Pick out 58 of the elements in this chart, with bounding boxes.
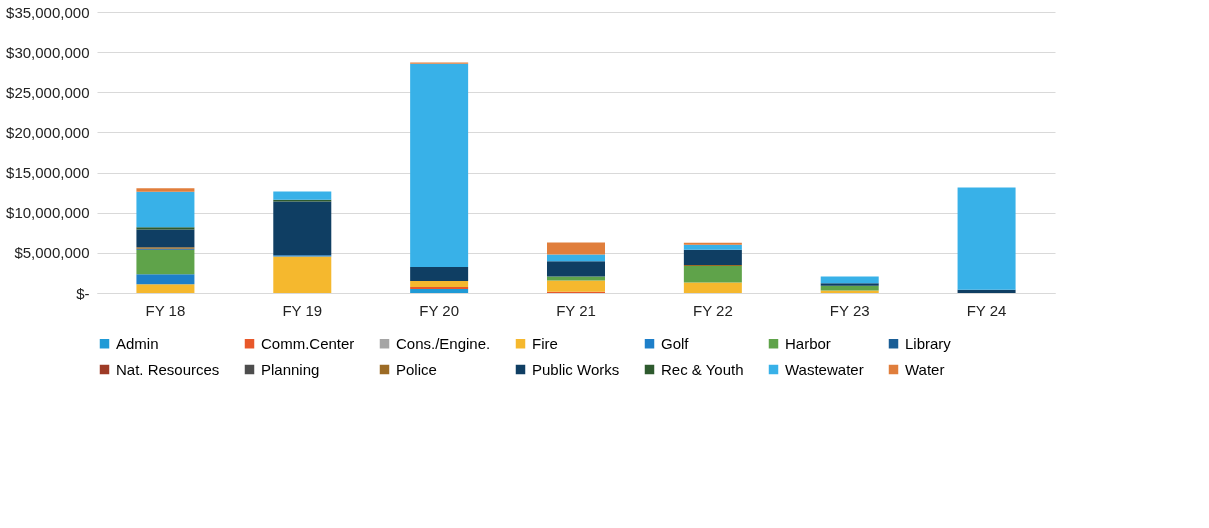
bar <box>273 191 332 200</box>
bar <box>957 187 1016 290</box>
legend-label: Planning <box>261 360 320 378</box>
legend-label: Admin <box>116 334 159 352</box>
bar <box>410 286 469 289</box>
bar <box>547 276 605 281</box>
bar <box>547 261 605 277</box>
bar <box>683 266 742 283</box>
bar <box>136 249 195 275</box>
bar <box>547 254 605 262</box>
legend-label: Harbor <box>785 334 831 352</box>
bar <box>547 280 605 292</box>
bar <box>410 288 469 293</box>
legend-label: Nat. Resources <box>116 360 220 378</box>
y-tick-label: $10,000,000 <box>6 204 90 222</box>
bar <box>136 227 195 230</box>
bar <box>136 284 195 293</box>
bar <box>957 289 1016 293</box>
legend-label: Comm.Center <box>261 334 355 352</box>
bar <box>136 191 195 228</box>
bar <box>410 280 469 287</box>
bar <box>136 274 195 285</box>
x-tick-label: FY 22 <box>692 301 733 319</box>
legend-label: Public Works <box>532 360 620 378</box>
x-tick-label: FY 23 <box>829 301 870 319</box>
bar <box>683 244 742 250</box>
legend-label: Rec & Youth <box>661 360 744 378</box>
bar <box>410 266 469 281</box>
bar <box>820 283 879 286</box>
bar <box>273 256 332 293</box>
bar <box>136 229 195 248</box>
x-tick-label: FY 20 <box>419 301 460 319</box>
legend-label: Police <box>396 360 437 378</box>
x-tick-label: FY 19 <box>282 301 323 319</box>
legend-label: Wastewater <box>785 360 864 378</box>
y-tick-label: $25,000,000 <box>6 83 90 101</box>
bar <box>683 242 742 245</box>
bar <box>410 63 469 267</box>
bar <box>547 242 605 255</box>
x-tick-label: FY 21 <box>556 301 596 319</box>
legend-label: Water <box>905 360 945 378</box>
x-tick-label: FY 18 <box>145 301 186 319</box>
bar <box>683 282 742 293</box>
legend-label: Fire <box>532 334 558 352</box>
y-tick-label: $5,000,000 <box>14 244 90 262</box>
bar <box>683 249 742 265</box>
y-tick-label: $35,000,000 <box>6 3 90 21</box>
y-tick-label: $15,000,000 <box>6 164 90 182</box>
legend-label: Cons./Engine. <box>396 334 491 352</box>
x-tick-label: FY 24 <box>966 301 1007 319</box>
bar <box>136 188 195 192</box>
bar <box>820 285 879 291</box>
legend-label: Golf <box>661 334 690 352</box>
y-tick-label: $30,000,000 <box>6 43 90 61</box>
y-tick-label: $- <box>76 284 90 302</box>
bar <box>273 201 332 256</box>
y-tick-label: $20,000,000 <box>6 123 90 141</box>
legend-label: Library <box>905 334 952 352</box>
